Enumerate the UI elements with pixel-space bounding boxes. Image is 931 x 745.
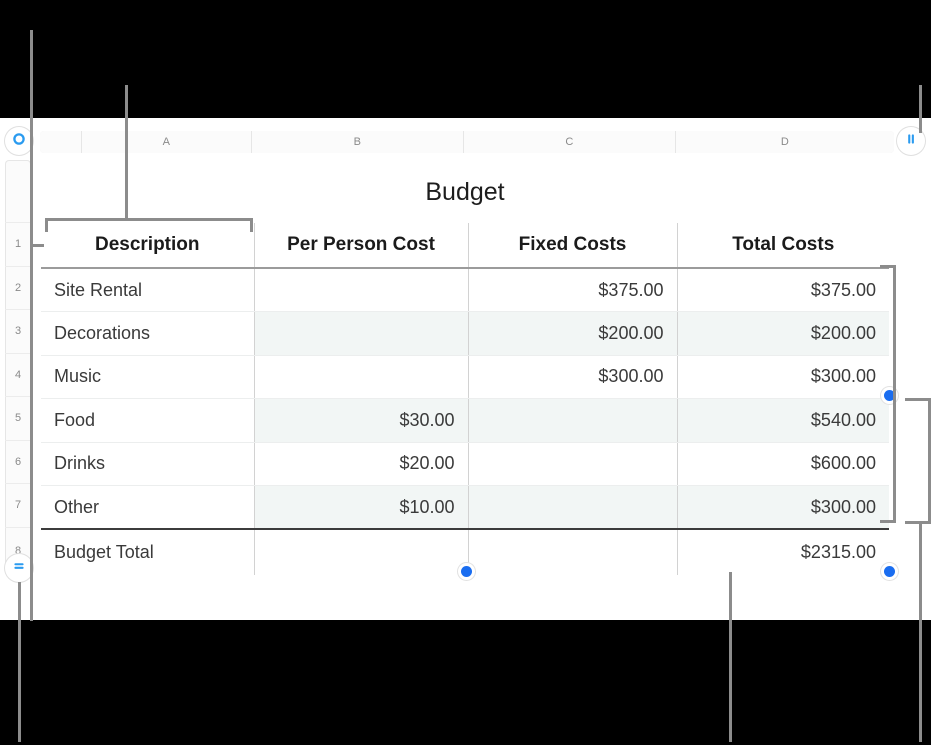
cell-fixed[interactable] <box>468 485 678 530</box>
callout-line-row-handle <box>18 582 21 742</box>
cell-per-person[interactable]: $20.00 <box>254 442 469 486</box>
row-header-2[interactable]: 2 <box>5 267 31 310</box>
cell-footer-total[interactable]: $2315.00 <box>677 528 889 575</box>
callout-line-selection-rows <box>919 524 922 742</box>
column-title-per-person-cost: Per Person Cost <box>254 223 469 269</box>
cell-fixed[interactable] <box>468 398 678 443</box>
column-handle-icon <box>904 132 918 151</box>
row-handle-button[interactable] <box>5 554 33 582</box>
cell-per-person[interactable] <box>254 355 469 399</box>
cell-total[interactable]: $375.00 <box>677 268 889 312</box>
cell-per-person[interactable]: $30.00 <box>254 398 469 443</box>
row-header-6[interactable]: 6 <box>5 441 31 484</box>
cell-footer-fixed[interactable] <box>468 528 678 575</box>
row-header-7[interactable]: 7 <box>5 484 31 528</box>
column-header-d[interactable]: D <box>676 131 894 153</box>
table-title-row[interactable]: Budget <box>41 161 889 223</box>
row-header-5[interactable]: 5 <box>5 397 31 441</box>
column-header-c[interactable]: C <box>464 131 676 153</box>
callout-bracket-selection-rows <box>905 398 931 524</box>
cell-per-person[interactable] <box>254 311 469 356</box>
cell-description[interactable]: Music <box>41 355 255 399</box>
callout-elbow-row-header <box>30 244 44 247</box>
table-title: Budget <box>41 161 889 223</box>
callout-line-header-row <box>125 85 128 220</box>
cell-per-person[interactable]: $10.00 <box>254 485 469 530</box>
row-handle-icon <box>12 559 26 578</box>
cell-description[interactable]: Food <box>41 398 255 443</box>
column-title-fixed-costs: Fixed Costs <box>468 223 678 269</box>
column-header-a[interactable]: A <box>82 131 252 153</box>
cell-total[interactable]: $200.00 <box>677 311 889 356</box>
cell-total[interactable]: $300.00 <box>677 485 889 530</box>
row-header-3[interactable]: 3 <box>5 310 31 354</box>
cell-fixed[interactable]: $375.00 <box>468 268 678 312</box>
row-header-title[interactable] <box>5 160 31 223</box>
cell-total[interactable]: $300.00 <box>677 355 889 399</box>
column-title-total-costs: Total Costs <box>677 223 889 269</box>
column-title-description: Description <box>41 223 255 269</box>
cell-description[interactable]: Decorations <box>41 311 255 356</box>
table-select-handle[interactable] <box>5 127 33 155</box>
table-row[interactable]: Other $10.00 $300.00 <box>41 485 889 530</box>
cell-fixed[interactable]: $200.00 <box>468 311 678 356</box>
callout-line-column-handle <box>919 85 922 133</box>
table-row[interactable]: Decorations $200.00 $200.00 <box>41 311 889 356</box>
table-row[interactable]: Music $300.00 $300.00 <box>41 355 889 399</box>
callout-bracket-body-rows <box>880 265 896 523</box>
cell-description[interactable]: Site Rental <box>41 268 255 312</box>
cell-description[interactable]: Drinks <box>41 442 255 486</box>
cell-footer-per-person[interactable] <box>254 528 469 575</box>
table-select-circle-icon <box>12 132 26 151</box>
cell-per-person[interactable] <box>254 268 469 312</box>
column-header-b[interactable]: B <box>252 131 464 153</box>
table-row[interactable]: Site Rental $375.00 $375.00 <box>41 268 889 312</box>
table-footer-row[interactable]: Budget Total $2315.00 <box>41 528 889 575</box>
cell-fixed[interactable]: $300.00 <box>468 355 678 399</box>
callout-bracket-header-row <box>45 218 253 232</box>
budget-table[interactable]: Budget Description Per Person Cost Fixed… <box>41 161 889 575</box>
row-header-1[interactable]: 1 <box>5 223 31 267</box>
column-header-corner[interactable] <box>40 131 82 153</box>
row-header-8[interactable]: 8 <box>14 544 22 557</box>
cell-footer-description[interactable]: Budget Total <box>41 528 255 575</box>
cell-total[interactable]: $540.00 <box>677 398 889 443</box>
row-header-4[interactable]: 4 <box>5 354 31 397</box>
cell-description[interactable]: Other <box>41 485 255 530</box>
callout-line-table-bottom <box>729 572 732 742</box>
selection-handle-bottom[interactable] <box>461 566 472 577</box>
column-header-bar[interactable]: A B C D <box>40 131 894 153</box>
budget-table-container[interactable]: Budget Description Per Person Cost Fixed… <box>41 161 889 575</box>
table-row[interactable]: Drinks $20.00 $600.00 <box>41 442 889 486</box>
table-header-row[interactable]: Description Per Person Cost Fixed Costs … <box>41 223 889 269</box>
selection-handle-bottom-right[interactable] <box>884 566 895 577</box>
callout-line-row-header <box>30 30 33 621</box>
row-header-bar[interactable]: 1 2 3 4 5 6 7 8 <box>5 160 31 574</box>
cell-total[interactable]: $600.00 <box>677 442 889 486</box>
table-row[interactable]: Food $30.00 $540.00 <box>41 398 889 443</box>
cell-fixed[interactable] <box>468 442 678 486</box>
selection-handle-right[interactable] <box>884 390 895 401</box>
